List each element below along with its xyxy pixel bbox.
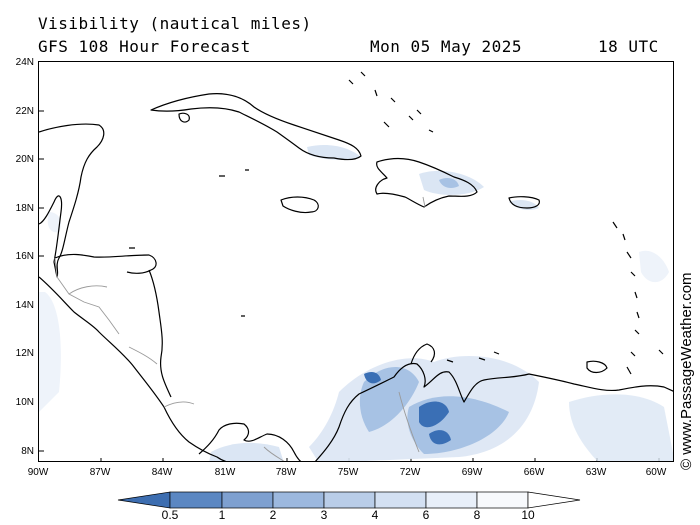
lon-tick-60w: 60W bbox=[645, 467, 667, 478]
colorbar-label-0-5: 0.5 bbox=[161, 508, 179, 522]
colorbar-label-3: 3 bbox=[320, 508, 328, 522]
colorbar-segment-highest bbox=[527, 491, 581, 509]
country-borders bbox=[54, 196, 426, 461]
lon-tick-69w: 69W bbox=[461, 467, 483, 478]
visibility-colorbar bbox=[117, 491, 581, 509]
colorbar-segment-3 bbox=[272, 491, 325, 509]
lat-tick-16n: 16N bbox=[15, 251, 34, 262]
lon-tick-87w: 87W bbox=[89, 467, 111, 478]
lat-tick-22n: 22N bbox=[15, 106, 34, 117]
lat-tick-8n: 8N bbox=[21, 446, 34, 457]
forecast-time: 18 UTC bbox=[598, 37, 659, 56]
colorbar-segment-1 bbox=[169, 491, 223, 509]
lon-tick-63w: 63W bbox=[585, 467, 607, 478]
lat-tick-18n: 18N bbox=[15, 203, 34, 214]
forecast-subtitle: GFS 108 Hour Forecast bbox=[38, 37, 251, 56]
lat-tick-10n: 10N bbox=[15, 397, 34, 408]
colorbar-label-10: 10 bbox=[521, 508, 535, 522]
lon-tick-81w: 81W bbox=[214, 467, 236, 478]
coastlines bbox=[39, 71, 673, 461]
lon-tick-84w: 84W bbox=[151, 467, 173, 478]
colorbar-segment-8 bbox=[425, 491, 478, 509]
lat-tick-12n: 12N bbox=[15, 348, 34, 359]
colorbar-segment-6 bbox=[374, 491, 427, 509]
colorbar-segment-4 bbox=[323, 491, 376, 509]
lon-tick-78w: 78W bbox=[275, 467, 297, 478]
visibility-shading bbox=[39, 145, 673, 461]
lon-tick-90w: 90W bbox=[27, 467, 49, 478]
colorbar-label-8: 8 bbox=[473, 508, 481, 522]
lat-tick-20n: 20N bbox=[15, 154, 34, 165]
map-canvas bbox=[39, 71, 673, 461]
lon-tick-75w: 75W bbox=[337, 467, 359, 478]
lon-tick-66w: 66W bbox=[523, 467, 545, 478]
site-credit: © www.PassageWeather.com bbox=[678, 272, 695, 470]
map-title: Visibility (nautical miles) bbox=[38, 14, 312, 33]
colorbar-label-2: 2 bbox=[269, 508, 277, 522]
lat-tick-24n: 24N bbox=[15, 57, 34, 68]
colorbar-segment-2 bbox=[221, 491, 274, 509]
lat-tick-14n: 14N bbox=[15, 300, 34, 311]
colorbar-segment-10 bbox=[476, 491, 529, 509]
visibility-map bbox=[38, 61, 674, 462]
forecast-date: Mon 05 May 2025 bbox=[370, 37, 522, 56]
colorbar-segment-lowest bbox=[117, 491, 171, 509]
lon-tick-72w: 72W bbox=[399, 467, 421, 478]
colorbar-label-4: 4 bbox=[371, 508, 379, 522]
colorbar-label-1: 1 bbox=[218, 508, 226, 522]
colorbar-label-6: 6 bbox=[422, 508, 430, 522]
